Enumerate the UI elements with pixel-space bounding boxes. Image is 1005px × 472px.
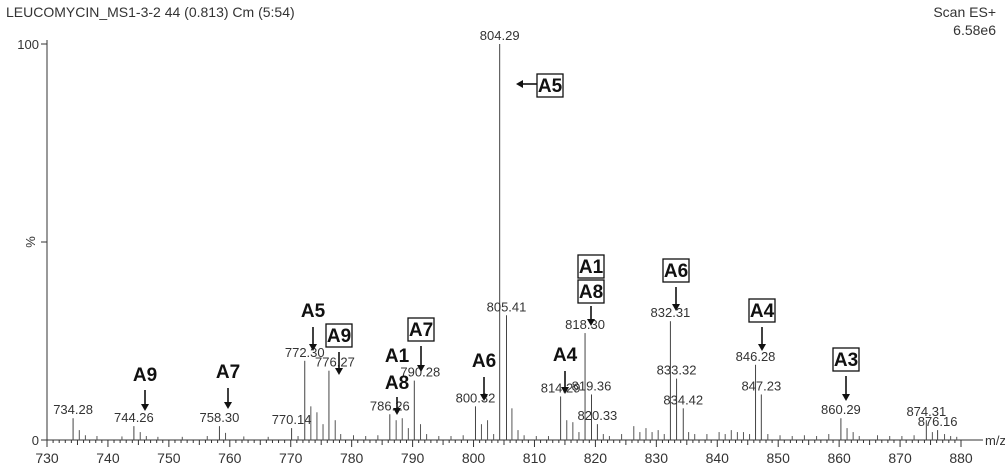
x-tick-label: 770 — [279, 450, 303, 466]
max-intensity-label: 6.58e6 — [953, 22, 996, 38]
annotation-arrowhead — [224, 402, 232, 409]
x-tick-label: 780 — [340, 450, 364, 466]
peak-label: 819.36 — [572, 378, 612, 393]
peak-label: 805.41 — [487, 299, 527, 314]
peak-label: 834.42 — [663, 392, 703, 407]
x-tick-label: 820 — [584, 450, 608, 466]
annotation-label: A5 — [301, 301, 326, 322]
x-tick-label: 860 — [827, 450, 851, 466]
annotation-arrowhead — [561, 387, 569, 394]
annotation-label: A8 — [579, 282, 603, 303]
annotation-box — [832, 347, 860, 372]
peak-label: 800.32 — [456, 390, 496, 405]
x-tick-label: 730 — [35, 450, 59, 466]
annotation-box — [748, 298, 776, 323]
annotation-arrowhead — [480, 394, 488, 401]
annotation-label: A7 — [216, 362, 240, 383]
annotation-arrowhead — [141, 404, 149, 411]
peak-label: 820.33 — [578, 408, 618, 423]
x-tick-label: 830 — [645, 450, 669, 466]
peak-label: 786.26 — [370, 398, 410, 413]
peak-label: 818.30 — [565, 317, 605, 332]
annotation-label: A4 — [750, 301, 775, 322]
spectrum-title: LEUCOMYCIN_MS1-3-2 44 (0.813) Cm (5:54) — [6, 4, 295, 20]
annotation-label: A6 — [472, 351, 496, 372]
annotation-box — [407, 317, 435, 342]
annotation-arrowhead — [842, 394, 850, 401]
annotation-arrowhead — [516, 80, 523, 88]
annotation-label: A1 — [579, 257, 604, 278]
peak-label: 874.31 — [906, 404, 946, 419]
x-tick-label: 850 — [767, 450, 791, 466]
annotation-box — [577, 254, 605, 279]
annotation-label: A3 — [834, 350, 858, 371]
annotation-box — [536, 73, 564, 98]
peak-label: 846.28 — [736, 349, 776, 364]
annotation-arrowhead — [587, 319, 595, 326]
x-tick-label: 750 — [157, 450, 181, 466]
peak-label: 833.32 — [657, 363, 697, 378]
x-tick-label: 880 — [949, 450, 973, 466]
x-tick-label: 790 — [401, 450, 425, 466]
annotation-label: A1 — [385, 346, 410, 367]
annotation-arrowhead — [672, 304, 680, 311]
annotation-label: A8 — [385, 373, 409, 394]
annotation-arrowhead — [393, 408, 401, 415]
x-tick-label: 800 — [462, 450, 486, 466]
peak-label: 744.26 — [114, 410, 154, 425]
peak-label: 832.31 — [651, 305, 691, 320]
annotation-label: A9 — [133, 365, 157, 386]
peak-label: 734.28 — [53, 402, 93, 417]
x-axis-title: m/z — [985, 433, 1005, 448]
peak-label: 770.14 — [272, 412, 312, 427]
peak-label: 860.29 — [821, 402, 861, 417]
peak-label: 847.23 — [741, 378, 781, 393]
peak-label: 876.16 — [918, 414, 958, 429]
annotation-box — [577, 279, 605, 304]
x-tick-label: 840 — [706, 450, 730, 466]
annotation-box — [325, 323, 353, 348]
y-axis-title: % — [23, 236, 38, 248]
x-tick-label: 810 — [523, 450, 547, 466]
peak-label: 772.30 — [285, 345, 325, 360]
x-tick-label: 760 — [218, 450, 242, 466]
peak-label: 814.29 — [541, 380, 581, 395]
annotation-label: A4 — [553, 345, 578, 366]
annotation-arrowhead — [417, 365, 425, 372]
annotation-label: A9 — [327, 326, 351, 347]
peak-label: 804.29 — [480, 28, 520, 43]
annotation-arrowhead — [335, 368, 343, 375]
annotation-label: A7 — [409, 320, 433, 341]
annotation-box — [662, 258, 690, 283]
annotation-arrowhead — [309, 344, 317, 351]
peak-label: 776.27 — [315, 355, 355, 370]
y-tick-label: 100 — [17, 37, 39, 52]
scan-mode-label: Scan ES+ — [933, 4, 996, 20]
annotation-label: A6 — [664, 261, 688, 282]
annotation-label: A5 — [538, 76, 563, 97]
x-tick-label: 870 — [888, 450, 912, 466]
peak-label: 790.28 — [400, 365, 440, 380]
annotation-arrowhead — [758, 344, 766, 351]
x-tick-label: 740 — [96, 450, 120, 466]
peak-label: 758.30 — [200, 410, 240, 425]
y-tick-label: 0 — [32, 433, 39, 448]
